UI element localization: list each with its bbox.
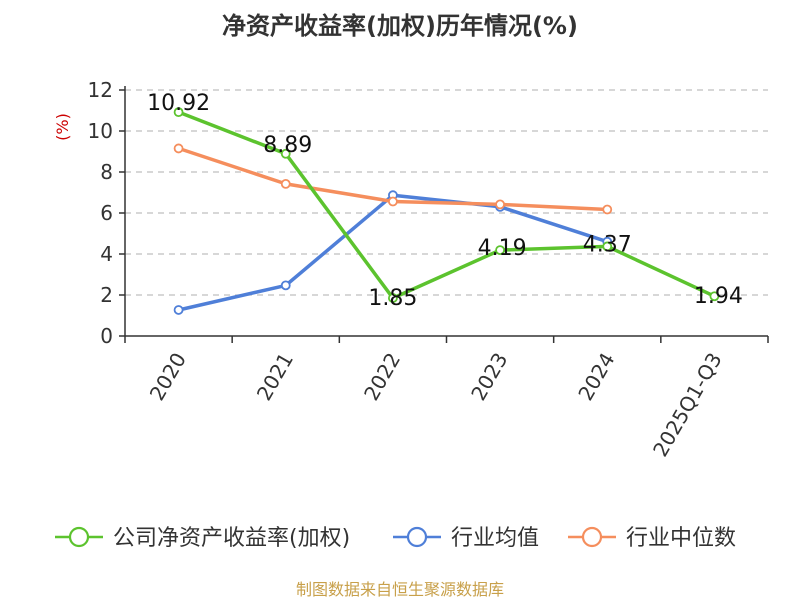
y-tick-label: 6 xyxy=(100,201,113,225)
x-tick-label: 2023 xyxy=(466,349,512,405)
data-point xyxy=(173,107,184,118)
data-point xyxy=(280,280,291,291)
y-tick-label: 10 xyxy=(88,119,113,143)
data-point xyxy=(602,241,613,252)
x-tick-label: 2020 xyxy=(145,349,191,405)
data-point xyxy=(280,148,291,159)
legend-label: 行业中位数 xyxy=(626,526,736,551)
y-tick-label: 0 xyxy=(100,324,113,348)
data-point xyxy=(388,196,398,207)
series-group: 10.92 8.89 1.85 4.19 4.37 1.94 xyxy=(147,91,743,315)
data-point xyxy=(602,204,613,215)
chart-title: 净资产收益率(加权)历年情况(%) xyxy=(222,12,578,40)
y-tick-label: 12 xyxy=(88,78,113,102)
y-tick-label: 4 xyxy=(100,242,113,266)
axes: 0 2 4 6 8 10 12 2020 2021 2022 2023 2024 2025Q1-Q3 xyxy=(88,78,769,461)
legend-marker xyxy=(406,526,428,548)
data-label: 8.89 xyxy=(263,133,312,158)
data-label: 10.92 xyxy=(147,91,210,116)
legend-marker xyxy=(68,526,90,548)
series-line-0 xyxy=(177,110,716,300)
data-point xyxy=(709,291,720,302)
legend-label: 公司净资产收益率(加权) xyxy=(113,526,350,551)
legend-marker xyxy=(581,526,603,548)
y-tick-label: 2 xyxy=(100,283,113,307)
data-point xyxy=(173,143,184,154)
data-point xyxy=(495,245,505,256)
source-note: 制图数据来自恒生聚源数据库 xyxy=(296,580,504,599)
gridlines xyxy=(125,89,768,296)
x-tick-label: 2021 xyxy=(252,349,298,405)
y-tick-label: 8 xyxy=(100,160,113,184)
x-tick-label: 2024 xyxy=(573,349,619,405)
data-point xyxy=(495,199,505,210)
data-label: 4.19 xyxy=(478,236,527,261)
data-point xyxy=(280,178,291,189)
x-tick-label: 2025Q1-Q3 xyxy=(648,349,727,461)
legend-label: 行业均值 xyxy=(451,526,539,551)
data-label: 1.94 xyxy=(694,284,743,309)
data-point xyxy=(173,305,184,315)
data-label: 4.37 xyxy=(583,232,632,257)
legend: 公司净资产收益率(加权) 行业均值 行业中位数 xyxy=(55,526,736,551)
y-axis-label: (%) xyxy=(53,113,72,141)
x-tick-label: 2022 xyxy=(359,349,405,405)
data-point xyxy=(388,293,398,303)
data-label: 1.85 xyxy=(368,286,417,311)
